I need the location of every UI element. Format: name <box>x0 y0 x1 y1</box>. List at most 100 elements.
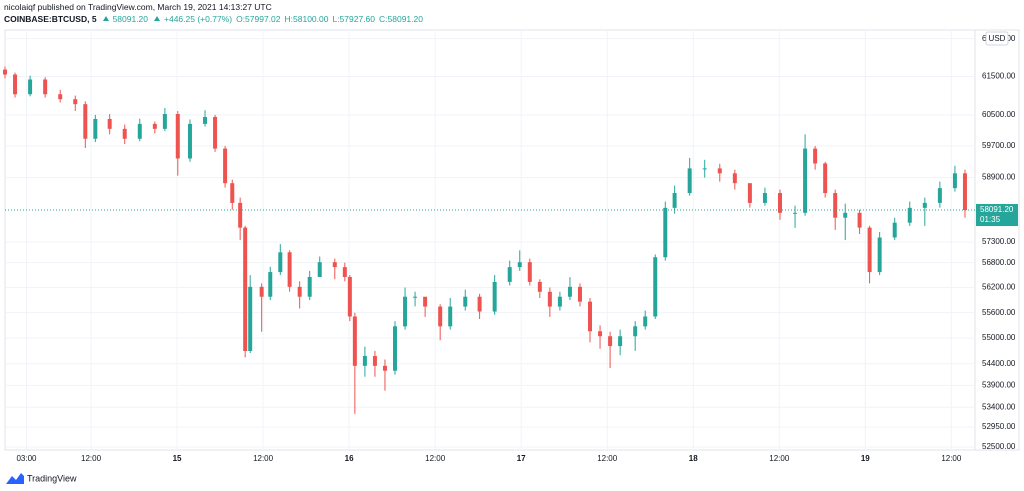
candle-body <box>73 99 78 105</box>
candle-body <box>867 227 872 273</box>
candle-body <box>922 202 927 208</box>
candle-body <box>823 163 828 194</box>
up-arrow <box>154 16 161 21</box>
x-tick-label: 19 <box>861 454 870 463</box>
low: L:57927.60 <box>332 14 376 24</box>
x-tick-label: 12:00 <box>597 454 618 463</box>
candle-body <box>857 212 862 228</box>
x-tick-label: 16 <box>345 454 354 463</box>
x-tick-label: 12:00 <box>941 454 962 463</box>
symbol-line: COINBASE:BTCUSD, 5 58091.20 +446.25 (+0.77… <box>4 14 423 24</box>
y-tick-label: 56200.00 <box>982 283 1016 292</box>
candle-body <box>107 118 112 129</box>
candle-body <box>833 193 838 218</box>
candle-body <box>537 281 542 292</box>
candle-body <box>492 281 497 312</box>
candle-body <box>175 114 180 159</box>
x-tick-label: 12:00 <box>769 454 790 463</box>
candle-body <box>382 365 387 371</box>
open: O:57997.02 <box>236 14 281 24</box>
candle-body <box>717 168 722 174</box>
candle-body <box>162 114 167 129</box>
countdown-label: 01:35 <box>980 215 1001 224</box>
candles <box>3 66 975 414</box>
candle-body <box>517 262 522 268</box>
y-tick-label: 60500.00 <box>982 110 1016 119</box>
candle-body <box>372 355 377 366</box>
candle-body <box>307 276 312 297</box>
change: +446.25 (+0.77%) <box>164 14 233 24</box>
candle-body <box>962 173 967 211</box>
candle-body <box>238 202 243 228</box>
candle-body <box>643 316 648 327</box>
candle-body <box>653 257 658 317</box>
candle-body <box>230 183 235 203</box>
candle-body <box>317 262 322 277</box>
candle-body <box>13 74 18 95</box>
candle-body <box>777 193 782 213</box>
candle-body <box>83 104 88 139</box>
y-tick-label: 56800.00 <box>982 258 1016 267</box>
candle-body <box>423 296 428 307</box>
candle-body <box>297 286 302 297</box>
candle-body <box>937 188 942 203</box>
candle-body <box>347 276 352 317</box>
candle-body <box>248 286 253 351</box>
candle-body <box>413 296 418 298</box>
candle-body <box>352 316 357 366</box>
y-tick-label: 55000.00 <box>982 333 1016 342</box>
grid <box>5 30 975 450</box>
candle-body <box>43 79 48 95</box>
currency-box <box>985 31 1009 46</box>
candle-body <box>577 286 582 302</box>
y-tick-label: 52950.00 <box>982 422 1016 431</box>
y-tick-label: 53900.00 <box>982 381 1016 390</box>
x-tick-label: 12:00 <box>253 454 274 463</box>
high: H:58100.00 <box>284 14 329 24</box>
candle-body <box>527 262 532 282</box>
candle-body <box>187 123 192 159</box>
x-tick-label: 17 <box>517 454 526 463</box>
candle-body <box>762 193 767 203</box>
candle-body <box>332 262 337 268</box>
candle-body <box>813 148 818 164</box>
up-arrow <box>102 16 109 21</box>
candle-body <box>747 183 752 203</box>
candle-body <box>507 267 512 282</box>
candle-body <box>907 207 912 223</box>
close: C:58091.20 <box>379 14 423 24</box>
candle-body <box>393 326 398 371</box>
candle-body <box>633 326 638 337</box>
publisher-line: nicolaiqf published on TradingView.com, … <box>4 2 272 12</box>
symbol: COINBASE:BTCUSD, 5 <box>4 14 97 24</box>
logo-text: TradingView <box>27 473 77 483</box>
candle-body <box>588 301 593 332</box>
candle-body <box>672 193 677 208</box>
y-tick-label: 54400.00 <box>982 359 1016 368</box>
candle-body <box>477 296 482 312</box>
y-tick-label: 57300.00 <box>982 237 1016 246</box>
candle-body <box>58 94 63 100</box>
candle-body <box>702 168 707 170</box>
y-tick-label: 52500.00 <box>982 442 1016 451</box>
candle-body <box>557 296 562 307</box>
candle-body <box>93 118 98 139</box>
candle-body <box>28 79 33 95</box>
plot-frame <box>4 29 1020 451</box>
x-tick-label: 12:00 <box>81 454 102 463</box>
candle-body <box>463 296 468 307</box>
candle-body <box>3 69 7 75</box>
x-tick-label: 18 <box>689 454 698 463</box>
candle-body <box>342 267 347 277</box>
candle-body <box>567 286 572 297</box>
candle-body <box>732 173 737 184</box>
currency-label: USD <box>989 34 1006 43</box>
candle-body <box>403 296 408 327</box>
candle-body <box>137 123 142 139</box>
candle-body <box>547 291 552 307</box>
candle-body <box>287 252 292 287</box>
candle-body <box>268 272 273 297</box>
axes: 62500.0061500.0060500.0059700.0058900.00… <box>16 31 1018 463</box>
x-tick-label: 15 <box>173 454 182 463</box>
